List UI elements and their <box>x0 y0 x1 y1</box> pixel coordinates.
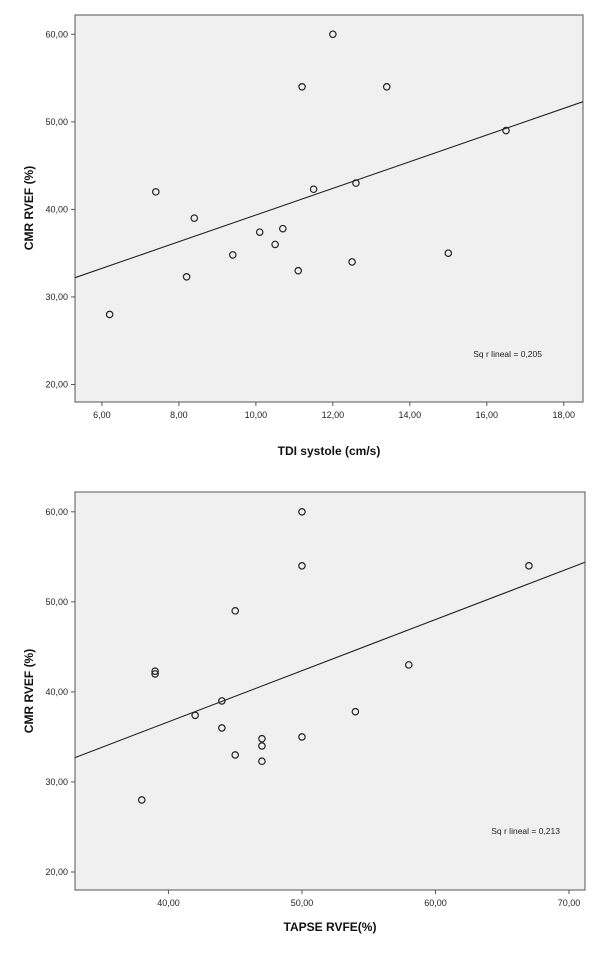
data-point <box>329 30 337 39</box>
data-point <box>271 240 279 249</box>
x-tick-label: 8,00 <box>170 410 188 420</box>
x-tick-label: 40,00 <box>157 898 180 908</box>
data-point <box>231 607 240 615</box>
data-point <box>151 670 159 678</box>
data-point <box>218 697 226 705</box>
x-axis-ticks: 6,00 8,00 10,00 12,00 14,00 16,00 18,00 <box>93 402 575 420</box>
data-point <box>348 258 356 266</box>
data-point <box>105 310 114 319</box>
data-point <box>258 742 266 750</box>
r-squared-label: Sq r lineal = 0,205 <box>473 349 542 359</box>
data-point <box>152 188 160 196</box>
data-point <box>151 667 159 675</box>
regression-line <box>74 101 584 279</box>
regression-line-group <box>74 101 584 279</box>
data-point <box>258 757 266 766</box>
y-axis-ticks: 20,00 30,00 40,00 50,00 60,00 <box>45 29 75 389</box>
x-tick-label: 70,00 <box>558 898 581 908</box>
y-axis-label: CMR RVEF (%) <box>22 166 36 250</box>
x-tick-label: 60,00 <box>424 898 447 908</box>
x-axis-ticks: 40,00 50,00 60,00 70,00 <box>157 890 580 908</box>
y-tick-label: 30,00 <box>45 292 68 302</box>
x-tick-label: 16,00 <box>476 410 499 420</box>
data-point <box>525 562 533 570</box>
chart-tapse: 40,00 50,00 60,00 70,00 20,00 30,00 40,00 50,0… <box>22 491 586 934</box>
y-tick-label: 40,00 <box>45 687 68 697</box>
x-tick-label: 10,00 <box>245 410 268 420</box>
y-tick-label: 20,00 <box>45 379 68 389</box>
data-points <box>105 30 510 319</box>
y-axis-label: CMR RVEF (%) <box>22 649 36 733</box>
y-tick-label: 30,00 <box>45 777 68 787</box>
data-point <box>258 734 266 743</box>
data-point <box>298 733 306 741</box>
x-tick-label: 14,00 <box>399 410 422 420</box>
data-point <box>228 251 237 259</box>
data-point <box>255 228 264 236</box>
y-tick-label: 50,00 <box>45 117 68 127</box>
x-tick-label: 50,00 <box>291 898 314 908</box>
data-point <box>231 751 240 759</box>
data-point <box>182 272 191 281</box>
plot-area <box>74 14 584 403</box>
x-tick-label: 12,00 <box>322 410 345 420</box>
data-point <box>218 724 226 732</box>
x-axis-label: TDI systole (cm/s) <box>278 444 381 458</box>
data-point <box>309 185 318 194</box>
data-point <box>351 707 360 716</box>
data-point <box>190 214 199 222</box>
y-tick-label: 50,00 <box>45 597 68 607</box>
regression-line-group <box>74 561 586 759</box>
data-point <box>502 126 510 135</box>
y-tick-label: 40,00 <box>45 204 68 214</box>
x-axis-label: TAPSE RVFE(%) <box>284 920 377 934</box>
y-tick-label: 60,00 <box>45 29 68 39</box>
data-point <box>137 796 146 804</box>
y-axis-ticks: 20,00 30,00 40,00 50,00 60,00 <box>45 507 75 877</box>
regression-line <box>74 561 586 759</box>
data-point <box>404 661 413 669</box>
y-tick-label: 60,00 <box>45 507 68 517</box>
data-point <box>298 82 306 91</box>
data-point <box>444 249 453 257</box>
data-point <box>382 82 391 91</box>
data-point <box>294 266 303 275</box>
plot-area <box>74 491 586 891</box>
data-point <box>298 508 306 516</box>
data-point <box>298 562 306 570</box>
x-tick-label: 6,00 <box>93 410 111 420</box>
r-squared-label: Sq r lineal = 0,213 <box>491 826 560 836</box>
data-point <box>279 224 287 233</box>
chart-tdi-systole: 6,00 8,00 10,00 12,00 14,00 16,00 18,00 20,00 3… <box>22 14 584 458</box>
x-tick-label: 18,00 <box>552 410 575 420</box>
y-tick-label: 20,00 <box>45 867 68 877</box>
